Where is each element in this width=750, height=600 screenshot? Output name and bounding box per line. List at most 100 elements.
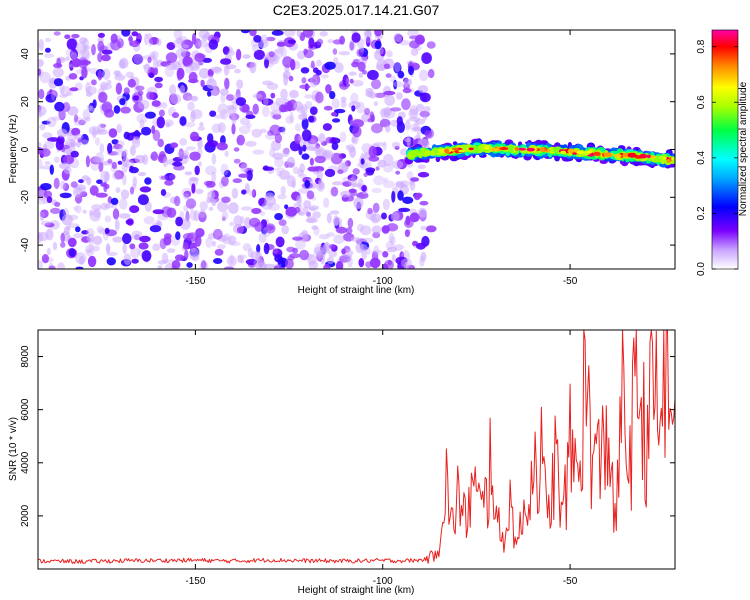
noise-blob [318,180,324,190]
noise-blob [299,249,309,261]
noise-blob [213,258,223,264]
signal-peak [638,153,648,159]
noise-blob [166,42,176,51]
noise-blob [204,32,210,39]
noise-blob [367,69,379,81]
noise-blob [221,233,232,245]
noise-blob [40,183,52,191]
signal-peak [518,147,527,151]
noise-blob [206,78,217,90]
noise-blob [44,47,51,53]
noise-blob [271,30,284,36]
noise-blob [38,39,44,51]
noise-blob [50,207,61,214]
noise-blob [122,243,127,255]
noise-blob [115,82,123,95]
spectrogram-x-ticks: -150 -100 -50 [185,30,578,287]
noise-blob [311,225,318,230]
noise-blob [240,30,250,34]
noise-blob [347,255,353,268]
spectrogram-x-tick-label: -150 [185,276,205,287]
noise-blob [150,151,159,161]
noise-blob [323,241,330,251]
noise-blob [297,135,304,142]
noise-blob [66,38,78,51]
noise-blob [395,92,403,100]
noise-blob [80,59,88,65]
noise-blob [261,98,274,106]
noise-blob [156,38,162,47]
noise-blob [139,118,145,130]
noise-blob [199,201,208,211]
noise-blob [404,229,410,238]
signal-cell [433,147,439,154]
noise-blob [64,138,76,148]
noise-blob [77,137,83,143]
noise-blob [332,48,338,55]
noise-blob [200,260,207,269]
noise-blob [371,251,379,262]
noise-blob [340,190,351,198]
noise-blob [359,244,368,252]
noise-blob [385,241,395,250]
noise-blob [38,147,44,155]
noise-blob [187,101,195,111]
noise-blob [350,92,359,105]
noise-blob [384,259,394,269]
noise-blob [393,79,398,90]
noise-blob [410,47,419,57]
snr-y-tick-label: 6000 [20,398,31,421]
noise-blob [132,56,143,65]
noise-blob [405,215,411,226]
noise-blob [48,265,56,269]
noise-blob [157,138,164,148]
noise-blob [242,54,251,59]
noise-blob [39,71,51,84]
noise-blob [68,73,78,80]
noise-blob [374,30,382,37]
noise-blob [101,49,113,55]
noise-blob [123,148,128,158]
snr-x-tick-label: -100 [373,576,393,587]
noise-blob [380,108,386,120]
noise-blob [303,200,312,209]
noise-blob [269,124,282,136]
colorbar-ticks: 0.0 0.2 0.4 0.6 0.8 [696,39,738,276]
noise-blob [166,248,176,253]
noise-blob [38,68,42,76]
noise-blob [371,225,382,234]
noise-blob [231,115,237,125]
noise-blob [114,170,125,180]
noise-blob [312,211,321,219]
noise-blob [309,138,317,151]
noise-blob [120,189,130,200]
noise-blob [345,77,350,87]
noise-blob [102,68,111,80]
signal-peak [572,152,577,155]
noise-blob [416,103,425,112]
noise-blob [105,242,111,254]
noise-blob [97,70,103,81]
noise-blob [356,101,366,114]
noise-blob [333,234,345,244]
noise-blob [317,178,323,190]
noise-blob [397,70,405,79]
noise-blob [194,165,200,176]
signal-peak [613,153,622,158]
noise-blob [208,206,214,211]
noise-blob [288,75,294,82]
noise-blob [300,67,310,74]
noise-blob [191,183,196,194]
noise-blob [133,53,144,65]
noise-blob [134,234,141,241]
noise-blob [121,150,126,157]
noise-blob [253,35,262,43]
noise-blob [129,243,136,250]
noise-blob [306,190,315,200]
noise-blob [115,187,121,194]
noise-blob [183,190,192,198]
noise-blob [408,65,414,76]
noise-blob [338,51,351,56]
noise-blob [122,174,127,186]
noise-blob [154,76,164,83]
